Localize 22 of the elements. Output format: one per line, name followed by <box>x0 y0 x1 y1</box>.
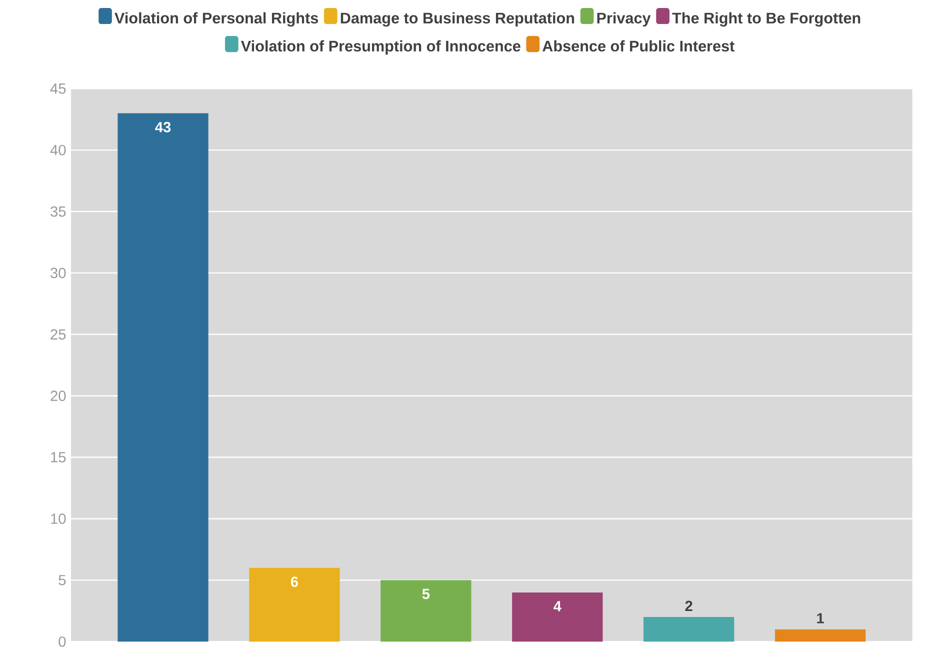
legend-label: Violation of Presumption of Innocence <box>241 40 520 54</box>
legend-label: Privacy <box>597 12 651 26</box>
data-label: 1 <box>817 613 824 624</box>
y-tick-label: 45 <box>50 83 66 94</box>
y-tick-label: 15 <box>51 452 66 462</box>
legend-label: Absence of Public Interest <box>542 40 734 52</box>
data-label: 4 <box>554 601 562 612</box>
y-tick-label: 25 <box>50 329 66 340</box>
y-tick-label: 20 <box>50 390 66 401</box>
data-label: 5 <box>422 588 430 599</box>
legend-label: Damage to Business Reputation <box>340 12 574 26</box>
data-label: 43 <box>155 122 171 132</box>
y-tick-label: 0 <box>58 636 66 647</box>
y-tick-label: 35 <box>50 206 66 217</box>
legend-label: Violation of Personal Rights <box>114 12 318 26</box>
y-tick-label: 40 <box>50 144 66 156</box>
data-label: 2 <box>685 600 692 611</box>
y-tick-label: 30 <box>50 268 66 278</box>
y-tick-label: 5 <box>58 574 66 586</box>
data-label: 6 <box>290 576 298 587</box>
legend-label: The Right to Be Forgotten <box>672 12 860 26</box>
y-tick-label: 10 <box>51 513 66 524</box>
